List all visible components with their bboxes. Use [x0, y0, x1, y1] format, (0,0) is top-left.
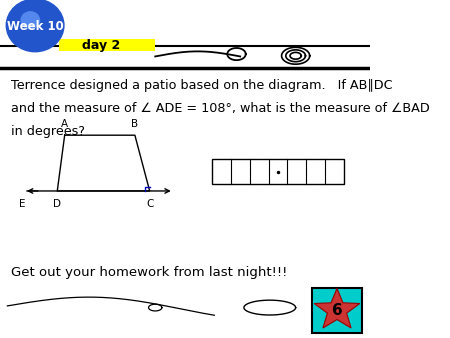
Text: day 2: day 2 [82, 40, 121, 52]
Text: and the measure of ∠ ADE = 108°, what is the measure of ∠BAD: and the measure of ∠ ADE = 108°, what is… [11, 102, 430, 115]
Text: 6: 6 [332, 304, 342, 318]
Circle shape [21, 12, 40, 29]
Text: Terrence designed a patio based on the diagram.   If AB∥DC: Terrence designed a patio based on the d… [11, 79, 393, 92]
Text: E: E [19, 199, 25, 210]
Text: Week 10: Week 10 [7, 20, 63, 32]
Bar [312, 288, 362, 333]
Text: Get out your homework from last night!!!: Get out your homework from last night!!! [11, 266, 288, 279]
Text: A: A [61, 119, 68, 129]
Text: in degrees?: in degrees? [11, 125, 85, 138]
Text: D: D [53, 199, 61, 210]
Polygon shape [314, 288, 360, 328]
FancyBboxPatch shape [59, 39, 155, 51]
Circle shape [6, 0, 64, 52]
Bar [212, 159, 344, 184]
Text: B: B [131, 119, 139, 129]
Text: C: C [146, 199, 153, 210]
